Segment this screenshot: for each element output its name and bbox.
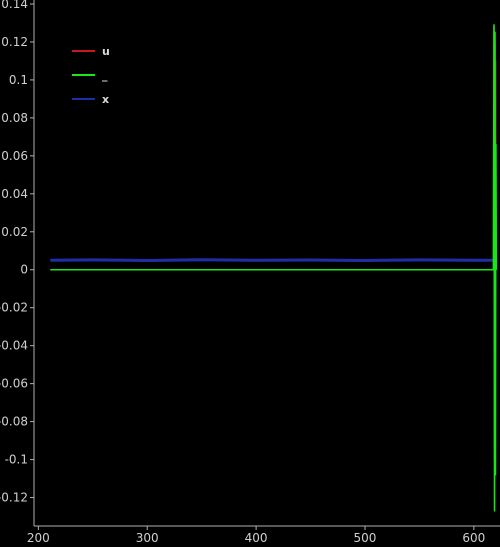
x-axis-ticks: 200 300 400 500 600 <box>27 526 485 545</box>
y-tick-label: -0.04 <box>0 339 28 353</box>
legend-label: _ <box>102 69 108 82</box>
y-tick-label: 0.04 <box>1 187 28 201</box>
x-tick-label: 600 <box>462 531 485 545</box>
legend-label: x <box>102 93 109 106</box>
y-tick-label: -0.08 <box>0 415 28 429</box>
y-tick-label: 0.08 <box>1 111 28 125</box>
y-tick-label: 0.12 <box>1 35 28 49</box>
y-tick-label: -0.12 <box>0 491 28 505</box>
legend: u _x <box>72 45 110 106</box>
y-tick-label: 0.02 <box>1 225 28 239</box>
series-line-x <box>50 258 496 262</box>
x-tick-label: 300 <box>136 531 159 545</box>
x-tick-label: 400 <box>245 531 268 545</box>
series-layer <box>50 24 498 512</box>
y-axis-ticks: 0.14 0.12 0.1 0.08 0.06 0.04 0.02 0 -0.02 -0.04 -0… <box>0 0 34 505</box>
y-tick-label: -0.06 <box>0 377 28 391</box>
y-tick-label: 0.14 <box>1 0 28 11</box>
y-tick-label: 0.06 <box>1 149 28 163</box>
y-tick-label: 0.1 <box>9 73 28 87</box>
series-line-underscore <box>50 24 498 512</box>
y-tick-label: -0.1 <box>5 453 28 467</box>
legend-label: u <box>102 45 110 58</box>
x-tick-label: 200 <box>27 531 50 545</box>
y-tick-label: 0 <box>20 263 28 277</box>
x-tick-label: 500 <box>354 531 377 545</box>
y-tick-label: -0.02 <box>0 301 28 315</box>
